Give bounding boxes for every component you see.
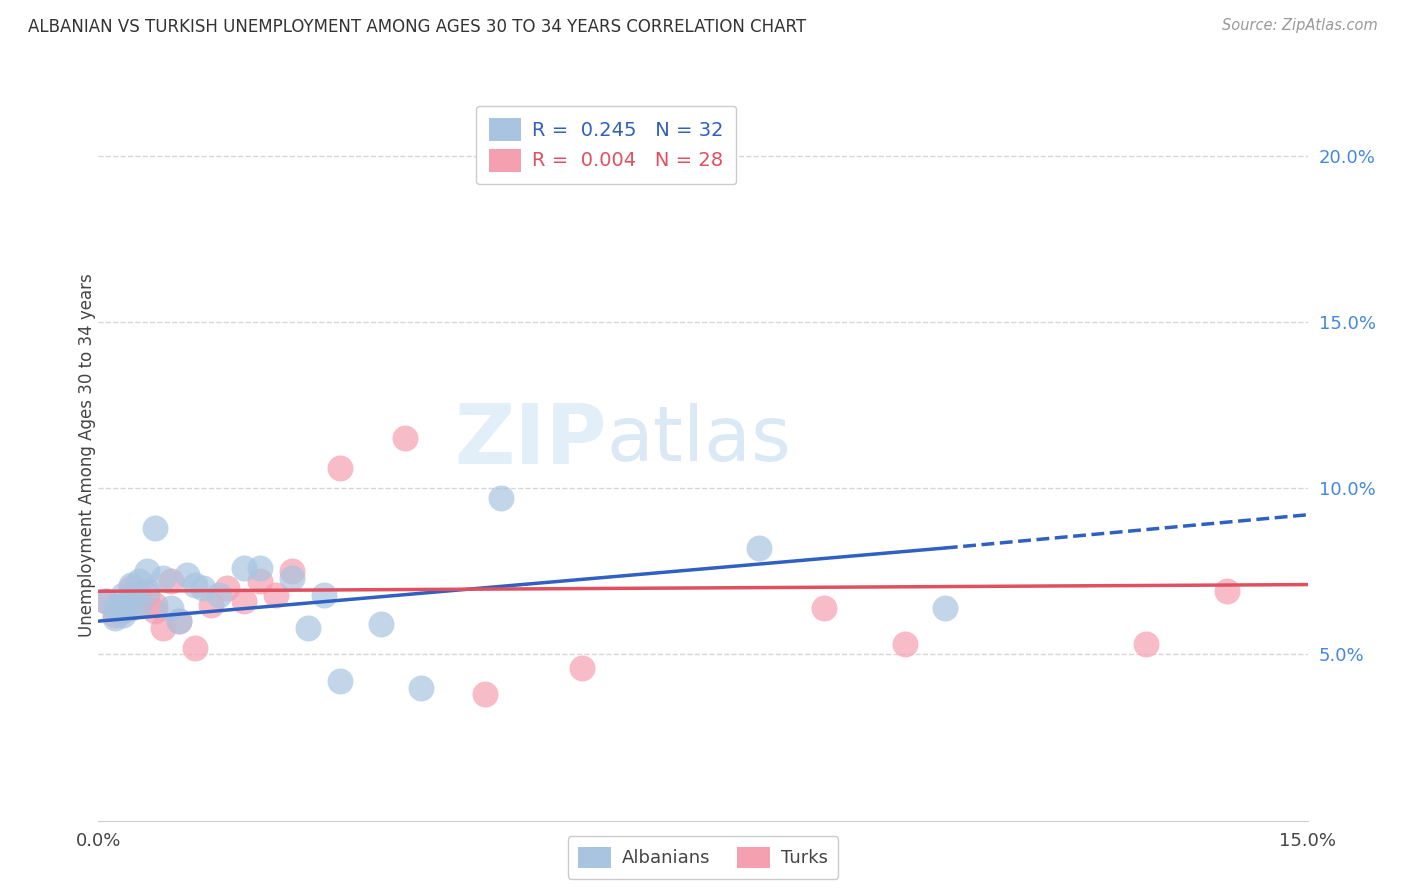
Point — [409, 681, 432, 695]
Point — [208, 588, 231, 602]
Point — [152, 571, 174, 585]
Point — [249, 561, 271, 575]
Text: ALBANIAN VS TURKISH UNEMPLOYMENT AMONG AGES 30 TO 34 YEARS CORRELATION CHART: ALBANIAN VS TURKISH UNEMPLOYMENT AMONG A… — [28, 18, 806, 36]
Point — [1216, 584, 1239, 599]
Point — [143, 521, 166, 535]
Point — [297, 621, 319, 635]
Point — [748, 541, 770, 555]
Point — [232, 561, 254, 575]
Point — [96, 594, 118, 608]
Point — [491, 491, 513, 505]
Text: ZIP: ZIP — [454, 400, 606, 481]
Point — [143, 598, 166, 612]
Point — [474, 687, 496, 701]
Point — [120, 588, 142, 602]
Legend: Albanians, Turks: Albanians, Turks — [568, 836, 838, 879]
Point — [111, 607, 134, 622]
Point — [232, 594, 254, 608]
Point — [96, 594, 118, 608]
Point — [249, 574, 271, 589]
Point — [167, 614, 190, 628]
Point — [281, 564, 304, 578]
Text: Source: ZipAtlas.com: Source: ZipAtlas.com — [1222, 18, 1378, 33]
Point — [329, 461, 352, 475]
Point — [167, 614, 190, 628]
Point — [120, 594, 142, 608]
Point — [111, 604, 134, 618]
Point — [111, 598, 134, 612]
Y-axis label: Unemployment Among Ages 30 to 34 years: Unemployment Among Ages 30 to 34 years — [79, 273, 96, 637]
Point — [135, 588, 157, 602]
Point — [281, 571, 304, 585]
Point — [314, 588, 336, 602]
Point — [111, 588, 134, 602]
Point — [128, 598, 150, 612]
Point — [813, 600, 835, 615]
Point — [184, 577, 207, 591]
Point — [1135, 637, 1157, 651]
Point — [184, 640, 207, 655]
Point — [120, 581, 142, 595]
Point — [394, 431, 416, 445]
Legend: R =  0.245   N = 32, R =  0.004   N = 28: R = 0.245 N = 32, R = 0.004 N = 28 — [477, 105, 737, 185]
Point — [934, 600, 956, 615]
Point — [176, 567, 198, 582]
Point — [128, 574, 150, 589]
Point — [217, 581, 239, 595]
Point — [135, 584, 157, 599]
Point — [103, 607, 125, 622]
Point — [193, 581, 215, 595]
Point — [128, 588, 150, 602]
Point — [893, 637, 915, 651]
Point — [152, 621, 174, 635]
Point — [143, 604, 166, 618]
Point — [160, 574, 183, 589]
Point — [128, 598, 150, 612]
Point — [135, 564, 157, 578]
Text: atlas: atlas — [606, 403, 792, 477]
Point — [571, 661, 593, 675]
Point — [160, 600, 183, 615]
Point — [329, 673, 352, 688]
Point — [370, 617, 392, 632]
Point — [120, 600, 142, 615]
Point — [103, 611, 125, 625]
Point — [120, 577, 142, 591]
Point — [264, 588, 287, 602]
Point — [200, 598, 222, 612]
Point — [103, 600, 125, 615]
